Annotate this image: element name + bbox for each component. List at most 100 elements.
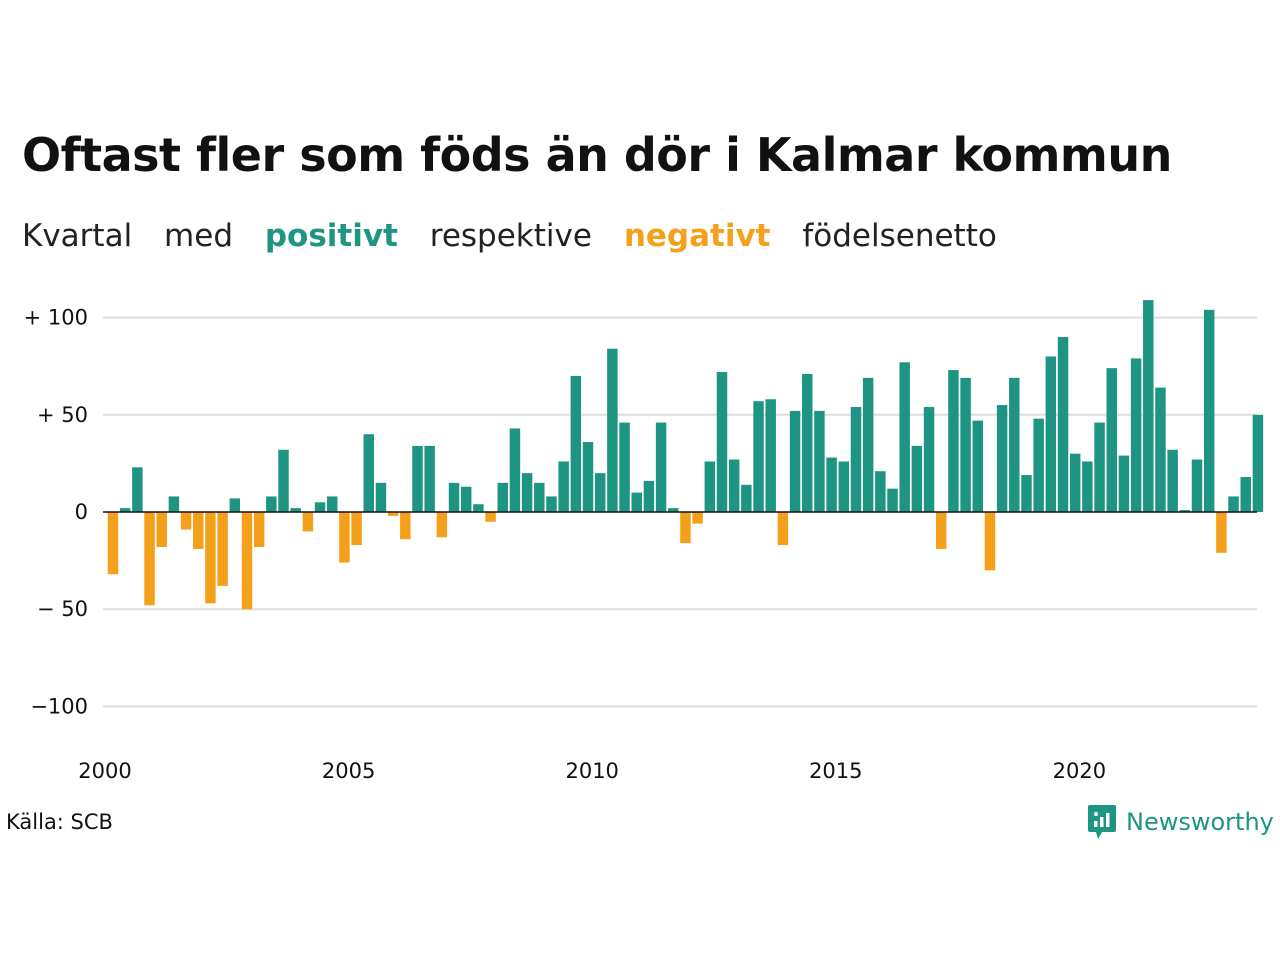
bar-64 <box>887 488 898 512</box>
bar-13 <box>266 496 277 512</box>
subtitle-part-4: födelsenetto <box>802 218 997 254</box>
bar-83 <box>1118 455 1130 512</box>
bar-60 <box>838 461 850 512</box>
source-note: Källa: SCB <box>6 810 113 834</box>
bar-75 <box>1021 475 1032 512</box>
bar-86 <box>1155 387 1166 512</box>
bar-6 <box>180 512 192 530</box>
bar-70 <box>960 377 971 512</box>
bar-2 <box>132 467 143 512</box>
bar-51 <box>728 459 740 512</box>
bar-41 <box>607 348 618 512</box>
bar-85 <box>1143 300 1154 512</box>
bar-72 <box>984 512 996 571</box>
bars <box>107 300 1264 610</box>
bar-3 <box>144 512 155 606</box>
bar-62 <box>862 377 874 512</box>
y-tick-label-4: −100 <box>30 694 88 718</box>
bar-82 <box>1106 368 1117 512</box>
bar-12 <box>253 512 265 547</box>
bar-56 <box>789 410 801 512</box>
bar-10 <box>229 498 241 512</box>
bar-0 <box>107 512 119 575</box>
bar-16 <box>302 512 314 532</box>
bar-31 <box>485 512 496 522</box>
bar-78 <box>1057 337 1069 512</box>
bar-54 <box>765 399 776 512</box>
bar-30 <box>473 504 484 512</box>
subtitle-negative: negativt <box>623 218 771 254</box>
bar-43 <box>631 492 642 512</box>
bar-25 <box>412 445 423 512</box>
bar-36 <box>546 496 557 512</box>
bar-67 <box>923 407 935 512</box>
bar-69 <box>948 370 959 512</box>
bar-24 <box>400 512 411 540</box>
bar-68 <box>936 512 947 549</box>
x-tick-label-2015: 2015 <box>809 759 862 783</box>
bar-11 <box>241 512 253 610</box>
newsworthy-logo-icon <box>1088 805 1116 839</box>
bar-55 <box>777 512 789 546</box>
bar-73 <box>996 405 1008 512</box>
bar-53 <box>753 401 764 512</box>
bar-81 <box>1094 422 1105 512</box>
axes: + 100 + 50 0 − 50 −100 2000 2005 2010 2015 2020 <box>24 306 1257 783</box>
chart-title: Oftast fler som föds än dör i Kalmar kom… <box>22 128 1172 182</box>
bar-35 <box>534 482 545 512</box>
bar-9 <box>217 512 228 586</box>
bar-20 <box>351 512 362 546</box>
y-tick-label-1: + 50 <box>37 403 88 427</box>
bar-91 <box>1216 512 1227 553</box>
bar-34 <box>521 473 533 512</box>
bar-28 <box>448 482 460 512</box>
bar-77 <box>1045 356 1057 512</box>
bar-93 <box>1240 477 1251 512</box>
bar-46 <box>668 508 679 512</box>
bar-50 <box>716 372 728 512</box>
bar-15 <box>290 508 301 512</box>
newsworthy-logo: Newsworthy <box>1088 804 1274 840</box>
bar-33 <box>509 428 521 512</box>
bar-89 <box>1191 459 1203 512</box>
bar-19 <box>339 512 350 563</box>
bar-92 <box>1228 496 1239 512</box>
bar-58 <box>814 410 825 512</box>
bar-5 <box>168 496 180 512</box>
chart-subtitle: Kvartal med positivt respektive negativt… <box>22 218 1019 254</box>
subtitle-part-3: respektive <box>429 218 592 254</box>
bar-80 <box>1082 461 1093 512</box>
bar-66 <box>911 445 923 512</box>
bar-87 <box>1167 449 1178 512</box>
bar-49 <box>704 461 716 512</box>
bar-29 <box>460 486 472 512</box>
bar-88 <box>1179 510 1191 512</box>
bar-84 <box>1130 358 1142 512</box>
x-tick-label-2000: 2000 <box>78 759 131 783</box>
bar-18 <box>327 496 338 512</box>
y-tick-label-2: 0 <box>75 500 88 524</box>
x-tick-label-2010: 2010 <box>565 759 618 783</box>
bar-65 <box>899 362 910 512</box>
bar-57 <box>802 373 813 512</box>
bar-14 <box>278 449 289 512</box>
bar-1 <box>119 508 131 512</box>
bar-59 <box>826 457 837 512</box>
bar-23 <box>387 512 399 516</box>
bar-4 <box>156 512 167 547</box>
bar-90 <box>1203 309 1215 512</box>
bar-74 <box>1009 377 1020 512</box>
subtitle-part-2: med <box>164 218 233 254</box>
bar-38 <box>570 375 582 512</box>
bar-44 <box>643 480 655 512</box>
bar-37 <box>558 461 569 512</box>
bar-17 <box>314 502 326 512</box>
bar-42 <box>619 422 630 512</box>
bar-61 <box>850 407 862 512</box>
bar-47 <box>680 512 691 544</box>
bar-45 <box>655 422 667 512</box>
bar-32 <box>497 482 508 512</box>
newsworthy-logo-text: Newsworthy <box>1126 808 1274 836</box>
bar-39 <box>582 442 594 512</box>
bar-21 <box>363 434 375 512</box>
